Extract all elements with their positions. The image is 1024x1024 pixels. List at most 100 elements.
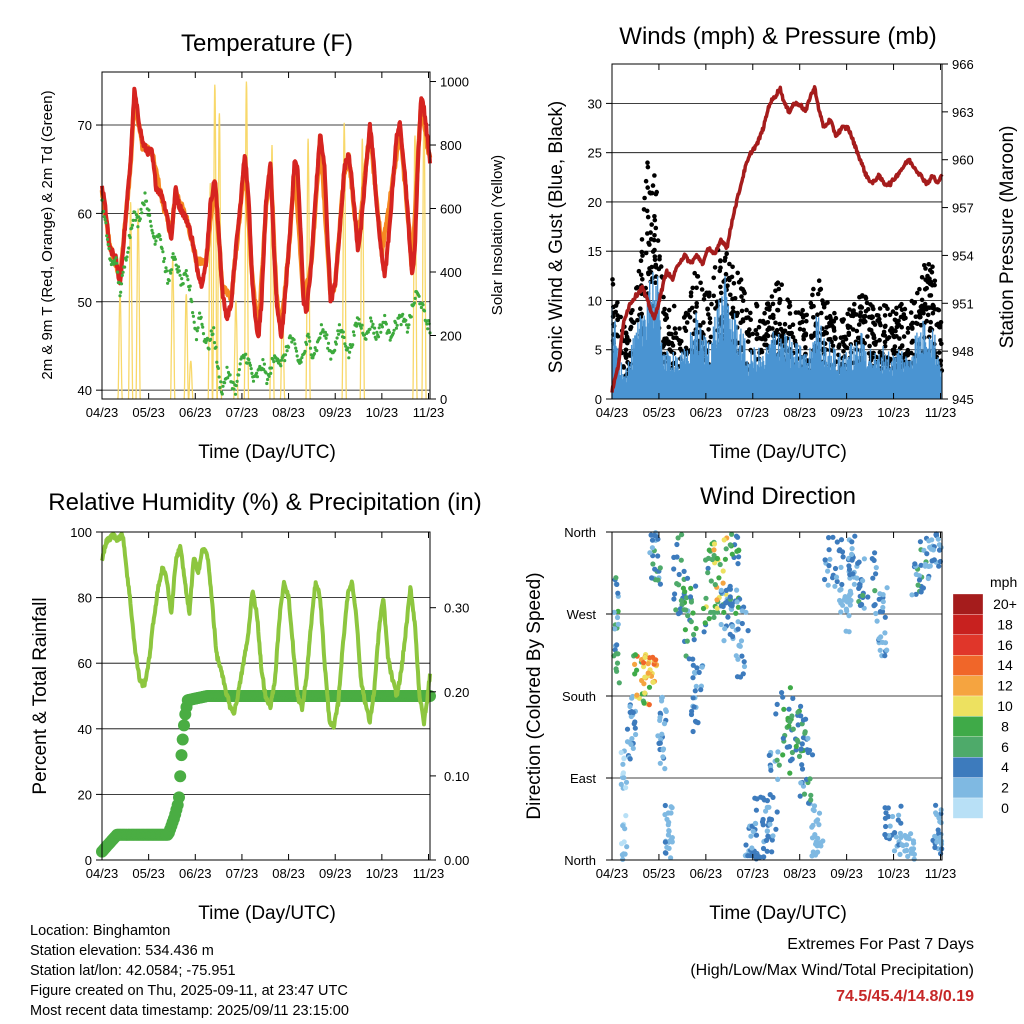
dewpoint-point bbox=[162, 256, 167, 261]
direction-point bbox=[813, 818, 819, 824]
dewpoint-point bbox=[228, 373, 232, 377]
direction-point bbox=[659, 731, 665, 737]
gust-point bbox=[825, 300, 830, 305]
gust-point bbox=[801, 327, 806, 333]
gust-point bbox=[925, 273, 930, 279]
gust-point bbox=[694, 304, 699, 309]
direction-point bbox=[691, 631, 697, 638]
gust-point bbox=[782, 328, 788, 334]
dewpoint-point bbox=[151, 231, 155, 235]
direction-point bbox=[775, 749, 781, 755]
direction-point bbox=[911, 851, 918, 857]
winds-ylabel: Sonic Wind & Gust (Blue, Black) bbox=[546, 101, 567, 373]
direction-point bbox=[717, 561, 723, 568]
direction-point bbox=[632, 671, 638, 677]
direction-point bbox=[798, 713, 804, 719]
dewpoint-point bbox=[248, 361, 252, 365]
dewpoint-point bbox=[372, 331, 376, 335]
direction-point bbox=[795, 739, 801, 745]
dewpoint-point bbox=[114, 256, 118, 260]
gust-point bbox=[645, 185, 650, 190]
solar-spike bbox=[421, 113, 427, 400]
direction-point bbox=[874, 618, 880, 624]
dewpoint-point bbox=[357, 317, 361, 321]
direction-point bbox=[666, 828, 672, 834]
gust-point bbox=[908, 310, 914, 315]
direction-point bbox=[849, 551, 855, 558]
gust-point bbox=[804, 318, 809, 324]
gust-point bbox=[932, 278, 938, 284]
humidity-xtick-label: 09/23 bbox=[319, 866, 352, 881]
gust-point bbox=[645, 160, 650, 165]
gust-point bbox=[648, 236, 654, 242]
dewpoint-point bbox=[380, 325, 384, 329]
direction-point bbox=[679, 532, 685, 538]
gust-point bbox=[647, 242, 652, 247]
direction-point bbox=[850, 571, 856, 577]
direction-point bbox=[650, 679, 656, 685]
direction-point bbox=[924, 551, 930, 557]
dewpoint-point bbox=[196, 326, 200, 330]
dewpoint-point bbox=[175, 267, 179, 271]
gust-point bbox=[615, 317, 620, 323]
gust-point bbox=[910, 320, 915, 326]
direction-point bbox=[688, 585, 694, 592]
direction-point bbox=[729, 551, 735, 557]
legend-label: 16 bbox=[997, 637, 1013, 653]
dewpoint-point bbox=[244, 352, 248, 356]
dewpoint-point bbox=[346, 346, 350, 350]
gust-point bbox=[740, 298, 746, 304]
gust-point bbox=[638, 306, 643, 312]
gust-point bbox=[775, 307, 780, 313]
gust-point bbox=[698, 280, 703, 286]
gust-point bbox=[664, 339, 669, 345]
dewpoint-point bbox=[119, 290, 123, 294]
pressure-ytick-label: 954 bbox=[952, 248, 974, 263]
dewpoint-point bbox=[159, 237, 163, 242]
dewpoint-point bbox=[341, 330, 345, 334]
direction-point bbox=[627, 703, 633, 710]
gust-point bbox=[838, 335, 844, 341]
direction-point bbox=[646, 684, 653, 690]
direction-point bbox=[708, 578, 714, 584]
gust-point bbox=[643, 250, 649, 256]
created-text: Figure created on Thu, 2025-09-11, at 23… bbox=[30, 983, 348, 999]
humidity-xtick-label: 11/23 bbox=[413, 866, 445, 881]
gust-point bbox=[894, 334, 899, 339]
legend-label: 4 bbox=[1001, 759, 1009, 775]
gust-point bbox=[803, 345, 808, 350]
gust-point bbox=[831, 325, 837, 331]
direction-point bbox=[787, 758, 794, 764]
dewpoint-point bbox=[238, 362, 242, 366]
direction-point bbox=[822, 576, 828, 583]
direction-point bbox=[665, 822, 671, 828]
dewpoint-point bbox=[391, 331, 395, 335]
dewpoint-point bbox=[407, 323, 411, 327]
direction-point bbox=[698, 687, 704, 693]
dewpoint-point bbox=[321, 328, 325, 332]
gust-point bbox=[701, 320, 706, 325]
gust-point bbox=[899, 301, 904, 307]
dewpoint-point bbox=[160, 247, 164, 251]
dewpoint-point bbox=[292, 338, 296, 342]
direction-point bbox=[787, 770, 793, 776]
direction-point bbox=[614, 642, 620, 648]
direction-point bbox=[872, 550, 878, 556]
dewpoint-point bbox=[374, 337, 378, 341]
direction-point bbox=[838, 586, 844, 593]
direction-point bbox=[826, 563, 832, 569]
winds-plot-frame bbox=[611, 63, 943, 400]
solar-spike bbox=[359, 138, 366, 400]
dewpoint-point bbox=[318, 336, 322, 340]
dewpoint-point bbox=[199, 315, 203, 319]
gust-point bbox=[771, 315, 776, 321]
dewpoint-point bbox=[417, 294, 421, 298]
dewpoint-point bbox=[307, 335, 311, 339]
legend-label: 20+ bbox=[993, 596, 1017, 612]
pressure-series bbox=[610, 85, 944, 393]
direction-point bbox=[872, 588, 878, 594]
dewpoint-point bbox=[106, 242, 110, 247]
extremes-subtitle: (High/Low/Max Wind/Total Precipitation) bbox=[690, 962, 974, 979]
direction-point bbox=[614, 668, 620, 674]
direction-point bbox=[680, 585, 687, 591]
